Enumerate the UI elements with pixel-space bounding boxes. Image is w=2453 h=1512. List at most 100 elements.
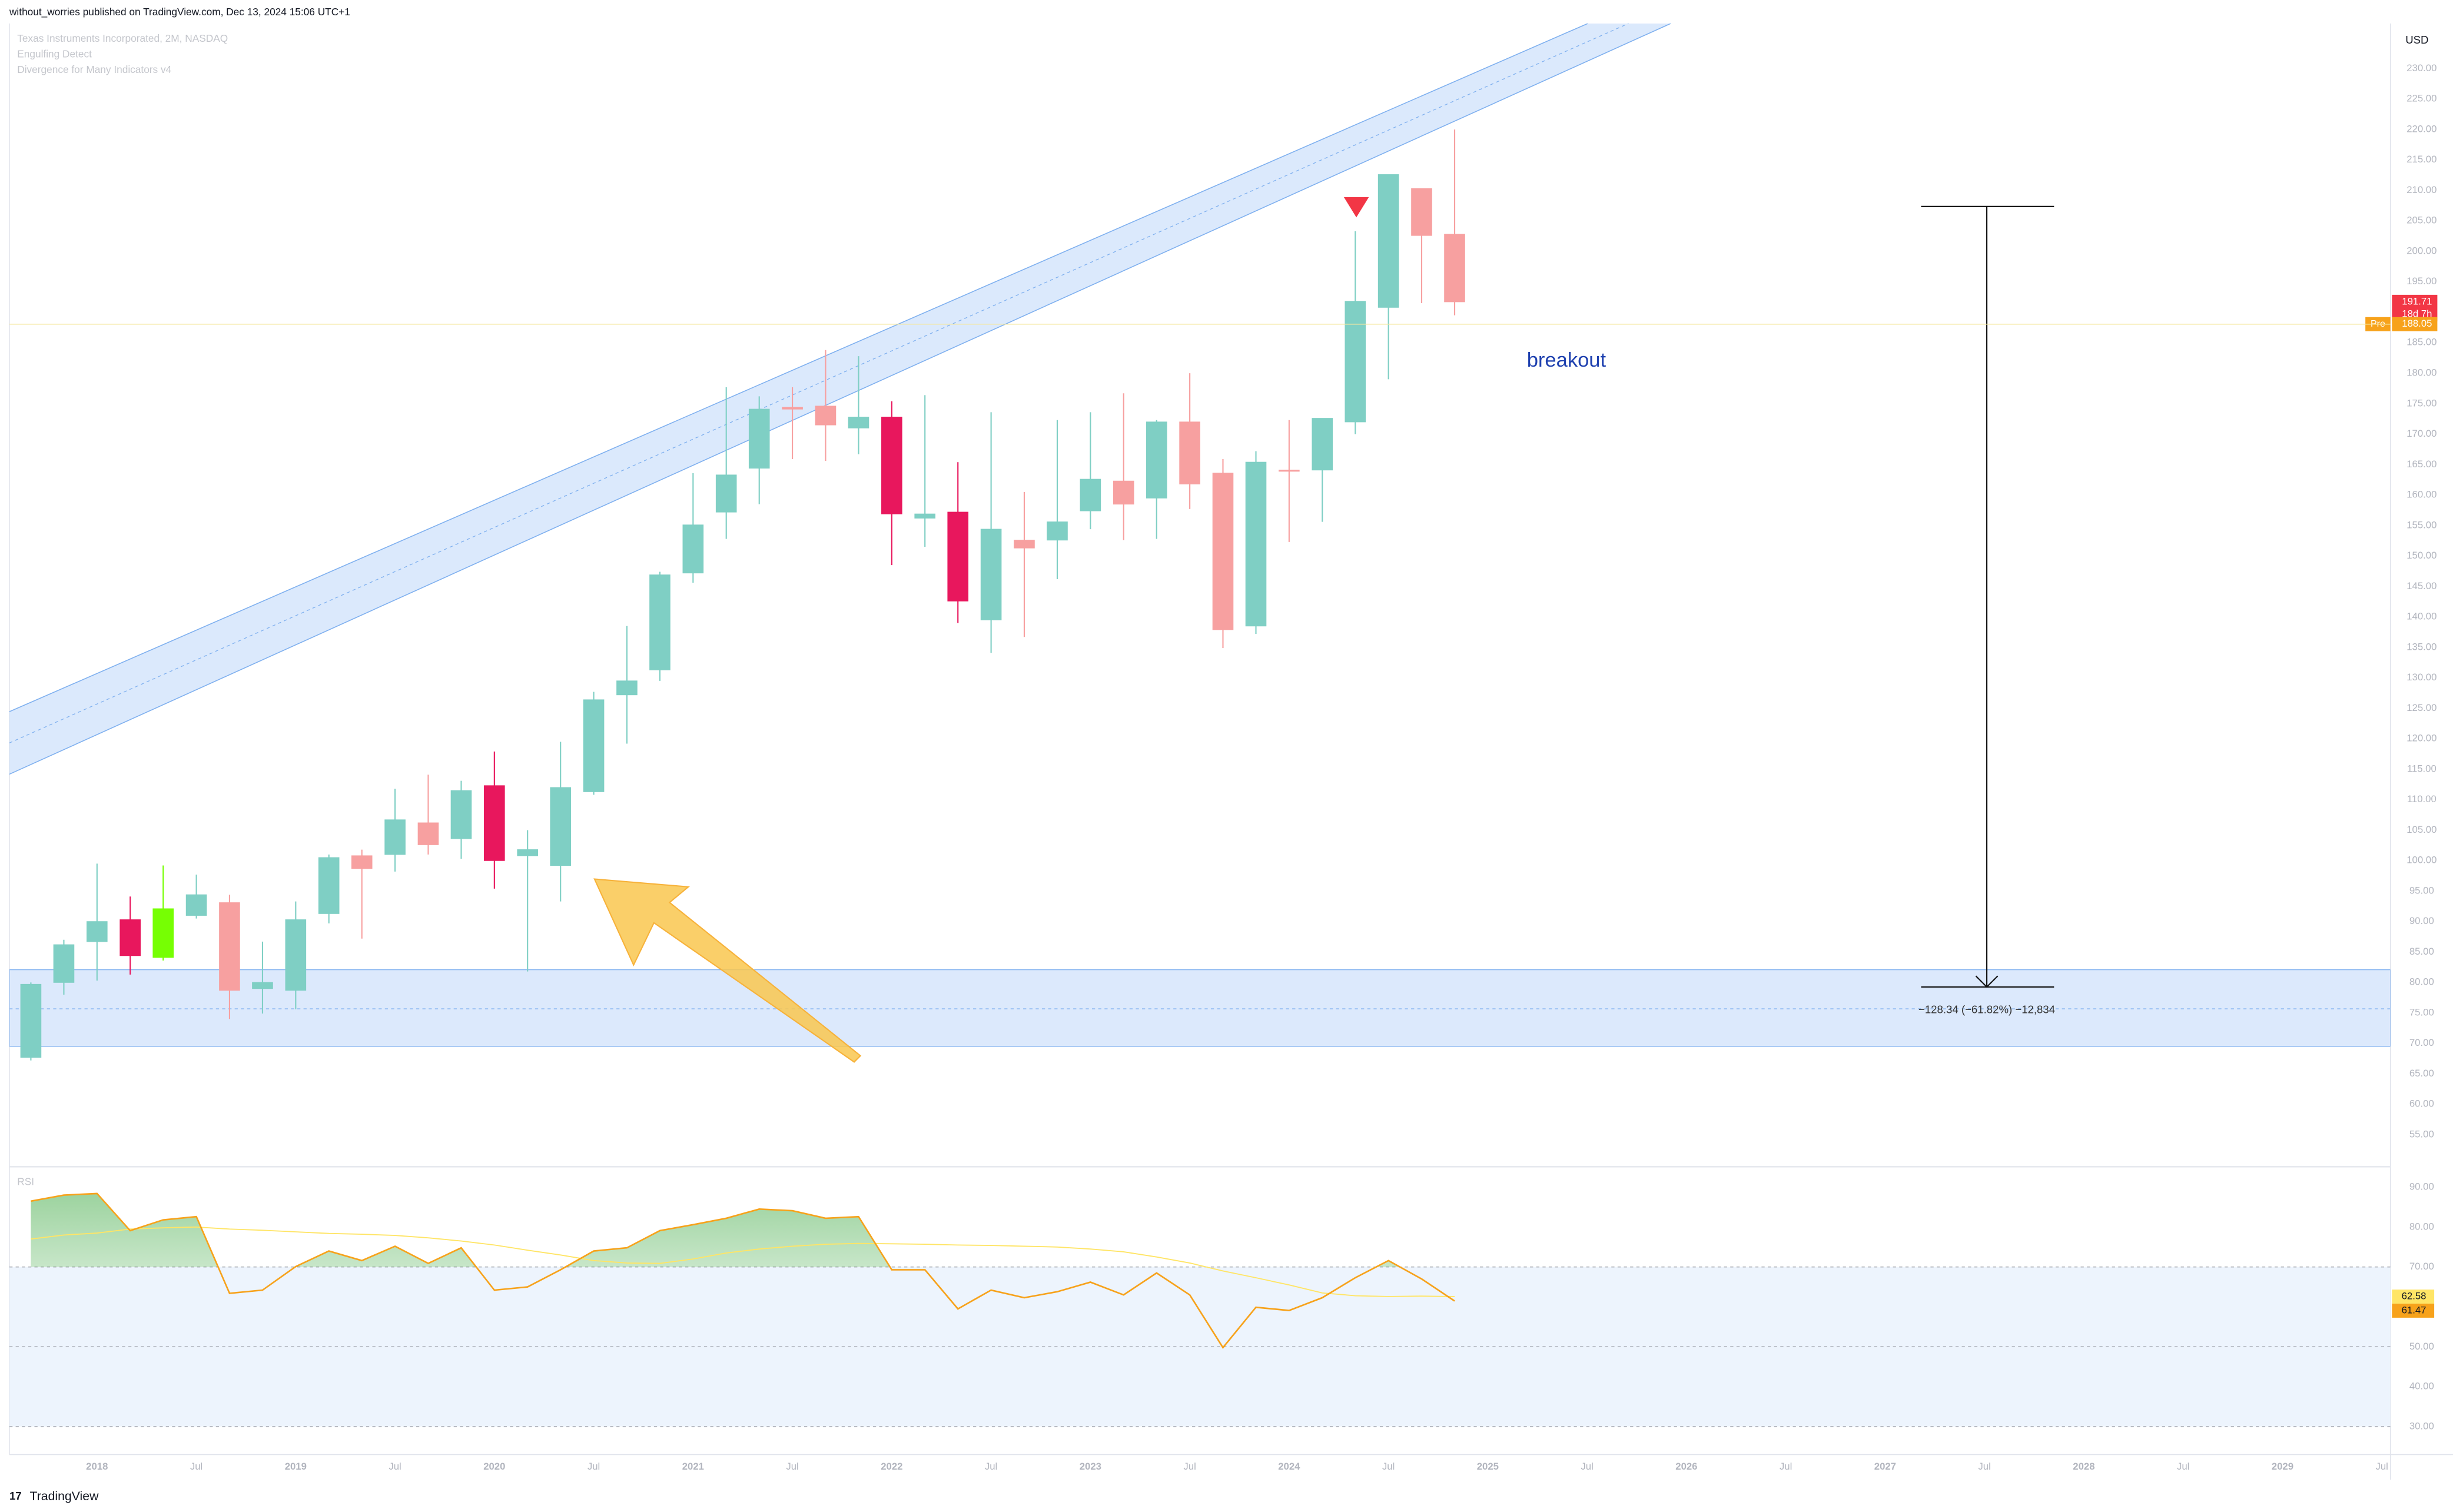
- candle-body: [682, 524, 704, 574]
- rsi-value-box: [2392, 1303, 2435, 1318]
- symbol: Texas Instruments Incorporated, 2M, NASD…: [17, 32, 228, 44]
- candle-body: [583, 699, 605, 792]
- y-tick-label: 90.00: [2409, 915, 2434, 926]
- x-tick-label: Jul: [1978, 1461, 1990, 1472]
- candle-body: [87, 921, 108, 942]
- indicator: Engulfing Detect: [17, 48, 92, 60]
- y-tick-label: 140.00: [2406, 611, 2437, 622]
- y-tick-label: 115.00: [2407, 763, 2437, 774]
- x-tick-label: 2020: [483, 1461, 505, 1472]
- x-tick-label: Jul: [2177, 1461, 2189, 1472]
- y-tick-label: 185.00: [2406, 337, 2437, 348]
- x-tick-label: Jul: [1780, 1461, 1792, 1472]
- x-tick-label: Jul: [985, 1461, 997, 1472]
- y-tick-label: 230.00: [2406, 62, 2437, 74]
- candle-body: [715, 474, 737, 513]
- rsi-ma-value: 62.58: [2402, 1290, 2427, 1301]
- y-tick-label: 215.00: [2406, 154, 2437, 165]
- measure-arrowhead: [1975, 975, 1999, 988]
- candle-body: [550, 787, 572, 866]
- engulfing-marker: [1343, 197, 1369, 218]
- breakout-label: breakout: [1527, 349, 1606, 371]
- x-tick-label: Jul: [786, 1461, 798, 1472]
- candle-body: [517, 849, 538, 856]
- rsi-ma-line: [31, 1226, 1455, 1297]
- candle-body: [219, 902, 240, 991]
- rsi-tick-label: 30.00: [2409, 1420, 2434, 1431]
- y-tick-label: 120.00: [2406, 733, 2437, 744]
- candle-body: [1345, 301, 1366, 423]
- candle-body: [748, 408, 770, 469]
- axes: 55.00 60.00 65.00 70.00 75.00 80.00 85.00 90.00…: [86, 62, 2438, 1472]
- candles: [20, 129, 1465, 1061]
- x-tick-label: 2019: [285, 1461, 307, 1472]
- y-tick-label: 100.00: [2406, 855, 2437, 866]
- currency: USD: [2405, 34, 2428, 46]
- candle-body: [1179, 421, 1200, 485]
- candle-body: [484, 785, 505, 861]
- y-tick-label: 60.00: [2409, 1098, 2434, 1109]
- y-tick-label: 125.00: [2406, 702, 2437, 713]
- x-tick-label: Jul: [1581, 1461, 1593, 1472]
- candle-body: [881, 417, 902, 514]
- candle-body: [848, 417, 869, 428]
- publisher: without_worries published on TradingView…: [9, 6, 350, 18]
- indicator: Divergence for Many Indicators v4: [17, 64, 171, 75]
- y-tick-label: 175.00: [2406, 397, 2437, 408]
- x-tick-label: 2022: [881, 1461, 902, 1472]
- candle-body: [1080, 478, 1101, 511]
- y-tick-label: 195.00: [2406, 275, 2437, 287]
- x-tick-label: Jul: [1183, 1461, 1196, 1472]
- y-tick-label: 80.00: [2409, 976, 2434, 988]
- candle-body: [616, 680, 638, 696]
- x-tick-label: 2024: [1278, 1461, 1300, 1472]
- x-tick-label: 2023: [1080, 1461, 1101, 1472]
- candle-body: [914, 513, 936, 519]
- candle-body: [1411, 188, 1432, 236]
- candle-body: [782, 407, 803, 410]
- candle-body: [1014, 540, 1035, 549]
- candle-body: [1113, 480, 1134, 505]
- candle-body: [417, 822, 439, 845]
- candle-body: [185, 894, 207, 916]
- candle-body: [1212, 473, 1234, 630]
- rsi-line: [31, 1192, 1455, 1349]
- channel-mid: [9, 23, 1629, 743]
- y-tick-label: 65.00: [2409, 1068, 2434, 1079]
- x-tick-label: 2029: [2272, 1461, 2293, 1472]
- arrow: [593, 878, 862, 1063]
- candle-body: [450, 790, 472, 839]
- measure-label: −128.34 (−61.82%) −12,834: [1918, 1003, 2055, 1016]
- y-tick-label: 165.00: [2406, 458, 2437, 470]
- candle-body: [53, 944, 75, 983]
- y-tick-label: 95.00: [2409, 885, 2434, 896]
- rsi-tick-label: 50.00: [2409, 1341, 2434, 1352]
- x-tick-label: 2021: [682, 1461, 704, 1472]
- rsi-tick-label: 70.00: [2409, 1261, 2434, 1272]
- rsi-title: RSI: [17, 1176, 34, 1188]
- y-tick-label: 55.00: [2409, 1128, 2434, 1139]
- rsi-tick-label: 80.00: [2409, 1221, 2434, 1232]
- y-tick-label: 130.00: [2406, 672, 2437, 683]
- x-tick-label: Jul: [190, 1461, 203, 1472]
- y-tick-label: 135.00: [2406, 641, 2437, 652]
- last-price-label: 191.71: [2402, 295, 2432, 307]
- y-tick-label: 220.00: [2406, 123, 2437, 134]
- y-tick-label: 75.00: [2409, 1006, 2434, 1018]
- support-zone: [9, 969, 2391, 1047]
- candle-body: [252, 982, 273, 989]
- rsi-tick-label: 90.00: [2409, 1181, 2434, 1192]
- y-tick-label: 160.00: [2406, 489, 2437, 500]
- x-tick-label: 2018: [86, 1461, 108, 1472]
- y-tick-label: 210.00: [2406, 184, 2437, 195]
- y-tick-label: 205.00: [2406, 215, 2437, 226]
- candle-body: [947, 511, 969, 602]
- y-tick-label: 70.00: [2409, 1037, 2434, 1048]
- candle-body: [1047, 521, 1068, 541]
- x-tick-label: 2026: [1675, 1461, 1697, 1472]
- pre-price-label: 188.05: [2402, 318, 2432, 329]
- candle-body: [20, 983, 42, 1058]
- rsi-tick-label: 40.00: [2409, 1381, 2434, 1392]
